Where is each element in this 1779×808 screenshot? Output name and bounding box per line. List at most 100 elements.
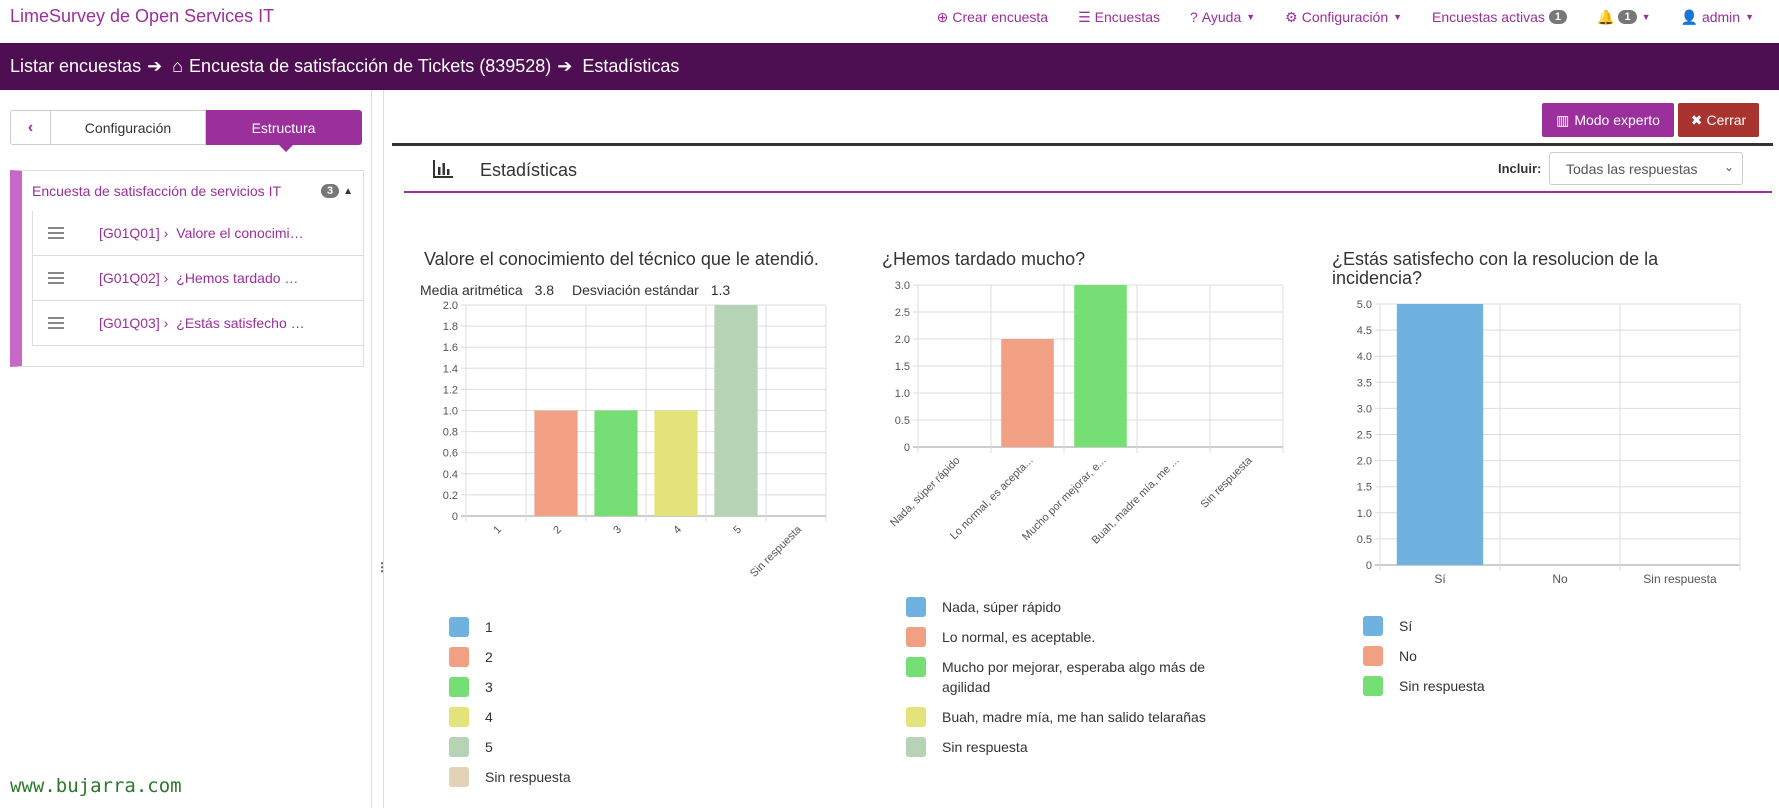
chart1-bar (714, 305, 758, 516)
bar-chart-icon (433, 160, 453, 178)
chart3-legend-item[interactable]: Sí (1363, 616, 1663, 636)
chart2-xtick-label: Sin respuesta (1199, 454, 1256, 511)
chart1-xtick-label: 3 (611, 524, 624, 537)
user-icon: 👤 (1680, 8, 1698, 25)
chart1-bar (654, 410, 698, 516)
drag-handle-icon[interactable] (48, 227, 64, 239)
arrow-right-icon: ➔ (147, 56, 163, 76)
chart2-legend-item[interactable]: Mucho por mejorar, esperaba algo más de … (906, 657, 1236, 697)
question-circle-icon: ? (1190, 9, 1198, 25)
legend-swatch (906, 737, 926, 757)
close-icon: ✖ (1690, 111, 1703, 128)
question-group-header[interactable]: Encuesta de satisfacción de servicios IT… (22, 171, 363, 211)
user-dropdown[interactable]: 👤 admin ▼ (1680, 8, 1755, 26)
chart1-ytick-label: 1.4 (443, 363, 458, 375)
chart1-xtick-label: 5 (731, 524, 744, 537)
tab-structure[interactable]: Estructura (206, 110, 362, 152)
chart3-ytick-label: 2.0 (1357, 456, 1372, 468)
chart2-xtick-label: Lo normal, es acepta... (948, 455, 1036, 543)
breadcrumb-surveys-list[interactable]: Listar encuestas (10, 56, 142, 76)
chart1-legend-item[interactable]: 5 (449, 737, 749, 757)
question-group-tree: Encuesta de satisfacción de servicios IT… (10, 170, 364, 367)
tab-configuration[interactable]: Configuración (51, 110, 206, 145)
legend-label: 1 (485, 619, 493, 635)
chart2-bar (1001, 339, 1054, 447)
chart3-ytick-label: 4.5 (1357, 325, 1372, 337)
chart1-xtick-label: 1 (491, 524, 504, 537)
question-group-title: Encuesta de satisfacción de servicios IT (32, 183, 282, 199)
close-button[interactable]: ✖ Cerrar (1678, 103, 1759, 137)
main-content (383, 90, 1779, 808)
chart2-legend-item[interactable]: Lo normal, es aceptable. (906, 627, 1236, 647)
collapse-sidebar-button[interactable]: ‹ (10, 110, 51, 145)
legend-label: 2 (485, 649, 493, 665)
chart2-xtick-label: Nada, súper rápido (888, 455, 963, 530)
legend-swatch (906, 707, 926, 727)
chart2-ytick-label: 3.0 (895, 280, 910, 292)
chart3-ytick-label: 4.0 (1357, 351, 1372, 363)
legend-label: 4 (485, 709, 493, 725)
chart1-legend-item[interactable]: 3 (449, 677, 749, 697)
chart1-ytick-label: 1.6 (443, 342, 458, 354)
statistics-header: Estadísticas (404, 150, 1772, 193)
legend-swatch (1363, 616, 1383, 636)
brand-title[interactable]: LimeSurvey de Open Services IT (10, 6, 275, 26)
surveys-link[interactable]: ☰ Encuestas (1078, 8, 1160, 26)
include-select[interactable]: Todas las respuestas ⌄ (1549, 152, 1743, 185)
chart1-legend-item[interactable]: 4 (449, 707, 749, 727)
chart3-legend-item[interactable]: No (1363, 646, 1663, 666)
question-item[interactable]: [G01Q03] › ¿Estás satisfecho … (32, 301, 364, 346)
legend-swatch (449, 767, 469, 787)
breadcrumb-survey[interactable]: Encuesta de satisfacción de Tickets (839… (189, 56, 552, 76)
chart1-legend-item[interactable]: 1 (449, 617, 749, 637)
bell-icon: 🔔 (1597, 8, 1615, 25)
question-count-badge: 3 (320, 184, 340, 198)
chart1-legend-item[interactable]: Sin respuesta (449, 767, 749, 787)
chevron-left-icon: ‹ (27, 118, 34, 136)
sidebar-tabs: ‹ Configuración Estructura (10, 110, 364, 152)
chart2-legend-item[interactable]: Nada, súper rápido (906, 597, 1236, 617)
legend-swatch (1363, 676, 1383, 696)
bar-chart-icon: ▥ (1556, 111, 1570, 128)
chart1-xtick-label: 4 (671, 524, 684, 537)
caret-up-icon[interactable]: ▲ (343, 185, 353, 197)
breadcrumb: Listar encuestas ➔ ⌂ Encuesta de satisfa… (0, 43, 1779, 90)
create-survey-link[interactable]: ⊕ Crear encuesta (936, 8, 1049, 26)
breadcrumb-current: Estadísticas (582, 56, 680, 76)
chart1-title: Valore el conocimiento del técnico que l… (424, 249, 819, 269)
legend-label: Mucho por mejorar, esperaba algo más de … (942, 659, 1206, 695)
legend-swatch (449, 707, 469, 727)
sidebar-resize-handle[interactable]: ⋮ (376, 560, 388, 574)
notifications-dropdown[interactable]: 🔔 1 ▼ (1582, 8, 1665, 26)
active-surveys-link[interactable]: Encuestas activas 1 (1417, 8, 1582, 26)
drag-handle-icon[interactable] (48, 272, 64, 284)
chart3-legend-item[interactable]: Sin respuesta (1363, 676, 1663, 696)
question-item[interactable]: [G01Q01] › Valore el conocimi… (32, 211, 364, 256)
chart1-ytick-label: 0.2 (443, 490, 458, 502)
chart1-stats: Media aritmética 3.8 Desviación estándar… (420, 282, 731, 298)
watermark: www.bujarra.com (10, 775, 182, 797)
chart2-ytick-label: 1.0 (895, 388, 910, 400)
home-icon: ⌂ (172, 56, 184, 76)
legend-label: Sí (1399, 618, 1413, 634)
chart2-legend-item[interactable]: Buah, madre mía, me han salido telarañas (906, 707, 1236, 727)
chart1-legend-item[interactable]: 2 (449, 647, 749, 667)
chart1-ytick-label: 1.0 (443, 406, 458, 418)
chart1-ytick-label: 1.8 (443, 321, 458, 333)
chart1-svg: 0 0.2 0.4 0.6 0.8 1.0 1.2 1.4 1.6 1.8 2.0 1 2 3 4 5 Sin … (443, 300, 827, 580)
chart1-ytick-label: 0.4 (443, 469, 458, 481)
chart2-legend-item[interactable]: Sin respuesta (906, 737, 1236, 757)
chart2-ytick-label: 1.5 (895, 361, 910, 373)
chart3-xtick-label: Sin respuesta (1643, 572, 1717, 586)
expert-mode-button[interactable]: ▥ Modo experto (1542, 103, 1674, 137)
legend-swatch (449, 737, 469, 757)
drag-handle-icon[interactable] (48, 317, 64, 329)
legend-label: Sin respuesta (942, 739, 1028, 755)
configuration-dropdown[interactable]: ⚙ Configuración ▼ (1285, 8, 1403, 26)
help-dropdown[interactable]: ? Ayuda ▼ (1190, 9, 1256, 25)
chart3-ytick-label: 3.0 (1357, 403, 1372, 415)
question-item[interactable]: [G01Q02] › ¿Hemos tardado … (32, 256, 364, 301)
legend-label: Buah, madre mía, me han salido telarañas (942, 709, 1206, 725)
chart2-title: ¿Hemos tardado mucho? (882, 249, 1086, 269)
active-surveys-badge: 1 (1548, 10, 1568, 24)
